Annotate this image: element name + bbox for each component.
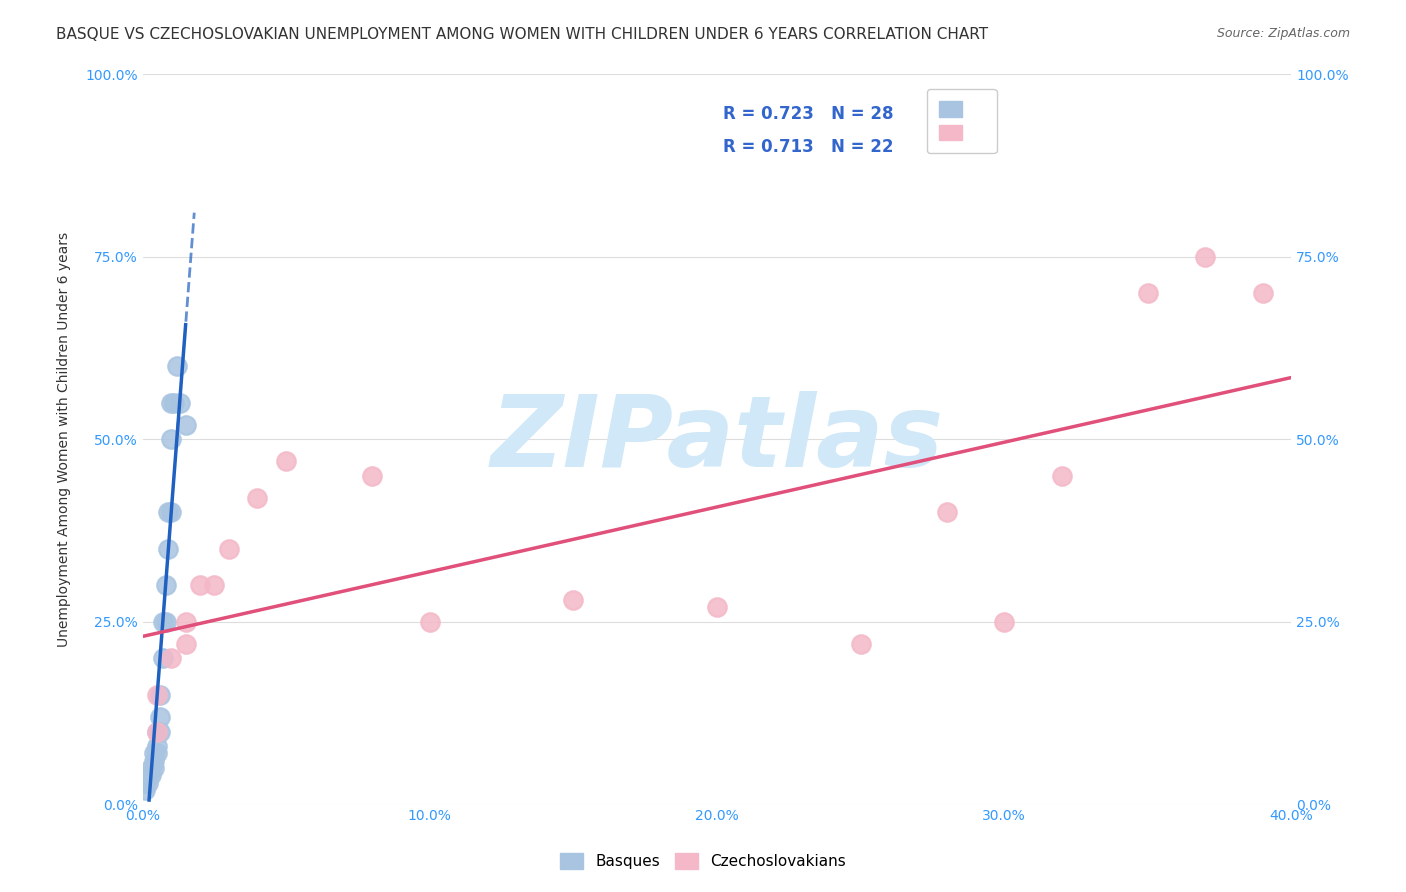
Basques (136, 775, 159, 789)
Basques (134, 775, 156, 789)
Basques (143, 761, 166, 775)
Legend:   ,   : , (927, 89, 997, 153)
Basques (169, 396, 191, 410)
Czechoslovakians (562, 593, 585, 607)
Basques (160, 433, 183, 447)
Czechoslovakians (849, 637, 872, 651)
Czechoslovakians (935, 505, 957, 519)
Czechoslovakians (1194, 250, 1216, 264)
Basques (160, 505, 183, 519)
Basques (134, 783, 156, 797)
Text: R = 0.723   N = 28: R = 0.723 N = 28 (723, 105, 893, 123)
Basques (146, 747, 169, 761)
Basques (149, 710, 172, 724)
Czechoslovakians (202, 578, 225, 592)
Basques (163, 396, 186, 410)
Text: R = 0.713   N = 22: R = 0.713 N = 22 (723, 138, 893, 156)
Czechoslovakians (1136, 286, 1159, 301)
Basques (155, 578, 177, 592)
Text: BASQUE VS CZECHOSLOVAKIAN UNEMPLOYMENT AMONG WOMEN WITH CHILDREN UNDER 6 YEARS C: BASQUE VS CZECHOSLOVAKIAN UNEMPLOYMENT A… (56, 27, 988, 42)
Czechoslovakians (160, 651, 183, 665)
Czechoslovakians (419, 615, 441, 629)
Basques (141, 768, 163, 782)
Basques (157, 505, 180, 519)
Basques (174, 417, 197, 432)
Basques (166, 359, 188, 374)
Basques (149, 688, 172, 702)
Czechoslovakians (276, 454, 298, 468)
Y-axis label: Unemployment Among Women with Children Under 6 years: Unemployment Among Women with Children U… (58, 232, 72, 647)
Czechoslovakians (174, 615, 197, 629)
Basques (146, 724, 169, 739)
Czechoslovakians (246, 491, 269, 505)
Basques (146, 739, 169, 754)
Basques (152, 615, 174, 629)
Czechoslovakians (1050, 468, 1073, 483)
Basques (141, 761, 163, 775)
Basques (157, 541, 180, 556)
Czechoslovakians (146, 724, 169, 739)
Czechoslovakians (706, 600, 728, 615)
Czechoslovakians (174, 637, 197, 651)
Basques (143, 754, 166, 768)
Czechoslovakians (188, 578, 211, 592)
Basques (136, 768, 159, 782)
Czechoslovakians (146, 688, 169, 702)
Text: ZIPatlas: ZIPatlas (491, 391, 943, 488)
Czechoslovakians (361, 468, 384, 483)
Basques (155, 615, 177, 629)
Czechoslovakians (1251, 286, 1274, 301)
Legend: Basques, Czechoslovakians: Basques, Czechoslovakians (554, 847, 852, 875)
Czechoslovakians (218, 541, 240, 556)
Czechoslovakians (993, 615, 1015, 629)
Text: Source: ZipAtlas.com: Source: ZipAtlas.com (1216, 27, 1350, 40)
Basques (149, 724, 172, 739)
Basques (143, 747, 166, 761)
Basques (160, 396, 183, 410)
Basques (152, 651, 174, 665)
